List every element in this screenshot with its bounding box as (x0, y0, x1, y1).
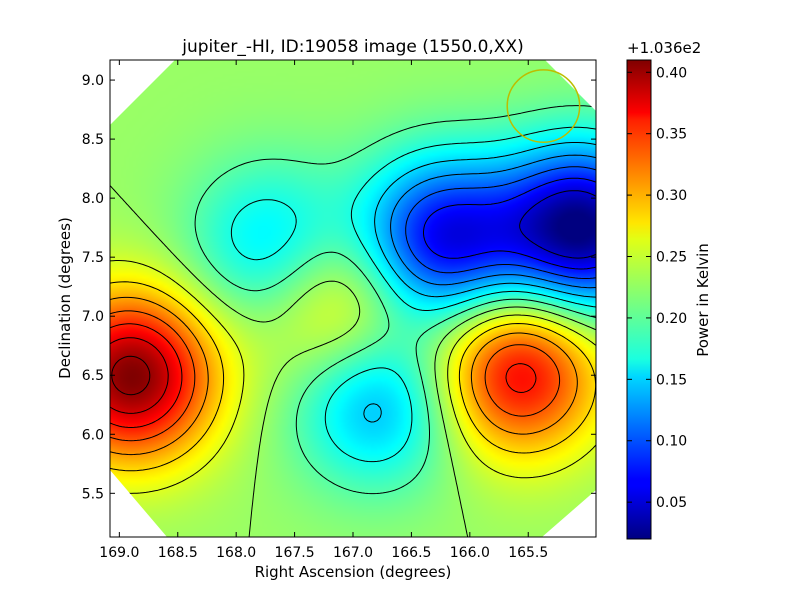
beam-circle (506, 69, 581, 144)
contour-line (363, 142, 596, 423)
x-tick-label: 169.0 (99, 545, 139, 561)
contour-line (110, 281, 596, 472)
y-tick-label: 6.5 (82, 368, 104, 384)
colorbar-tick-label: 0.10 (656, 434, 687, 450)
x-axis-label: Right Ascension (degrees) (255, 563, 452, 581)
y-tick-label: 9.0 (82, 73, 104, 89)
y-tick-label: 7.0 (82, 309, 104, 325)
contour-line (230, 126, 596, 463)
y-tick-label: 7.5 (82, 250, 104, 266)
contour-line (110, 310, 561, 442)
colorbar-tick-label: 0.30 (656, 188, 687, 204)
y-tick-label: 5.5 (82, 486, 104, 502)
colorbar-tick-label: 0.05 (656, 495, 687, 511)
x-tick-label: 168.5 (158, 545, 198, 561)
x-axis-ticks: 169.0 168.5 168.0 167.5 167.0 166.5 166.0 165.5 (99, 60, 548, 561)
contour-line (110, 323, 537, 428)
y-tick-label: 8.5 (82, 132, 104, 148)
contour-line (194, 105, 596, 495)
contour-line (405, 166, 596, 279)
x-tick-label: 166.5 (391, 545, 431, 561)
y-axis-ticks: 5.5 6.0 6.5 7.0 7.5 8.0 8.5 9.0 (82, 73, 596, 502)
colorbar-ticks: 0.05 0.10 0.15 0.20 0.25 0.30 0.35 0.40 (627, 65, 687, 511)
x-tick-label: 166.0 (450, 545, 490, 561)
colorbar-tick-label: 0.25 (656, 250, 687, 266)
contour-line (110, 296, 578, 456)
contour-line (110, 260, 596, 494)
x-tick-label: 168.0 (216, 545, 256, 561)
y-tick-label: 6.0 (82, 427, 104, 443)
contour-line (390, 154, 596, 289)
contour-lines (110, 105, 596, 537)
colorbar-tick-label: 0.20 (656, 311, 687, 327)
colorbar-tick-label: 0.35 (656, 127, 687, 143)
x-tick-label: 165.5 (508, 545, 548, 561)
chart-title: jupiter_-HI, ID:19058 image (1550.0,XX) (181, 37, 523, 57)
contour-line (111, 355, 151, 396)
colorbar-label: Power in Kelvin (694, 243, 712, 357)
colorbar (626, 59, 652, 540)
y-axis-label: Declination (degrees) (56, 217, 74, 379)
colorbar-tick-label: 0.40 (656, 65, 687, 81)
colorbar-offset-text: +1.036e2 (627, 39, 701, 57)
y-tick-label: 8.0 (82, 191, 104, 207)
contour-line (423, 177, 596, 270)
colorbar-tick-label: 0.15 (656, 372, 687, 388)
heatmap-image (110, 60, 596, 537)
contour-line (519, 190, 596, 259)
x-tick-label: 167.5 (275, 545, 315, 561)
x-tick-label: 167.0 (333, 545, 373, 561)
contour-line (110, 337, 169, 414)
